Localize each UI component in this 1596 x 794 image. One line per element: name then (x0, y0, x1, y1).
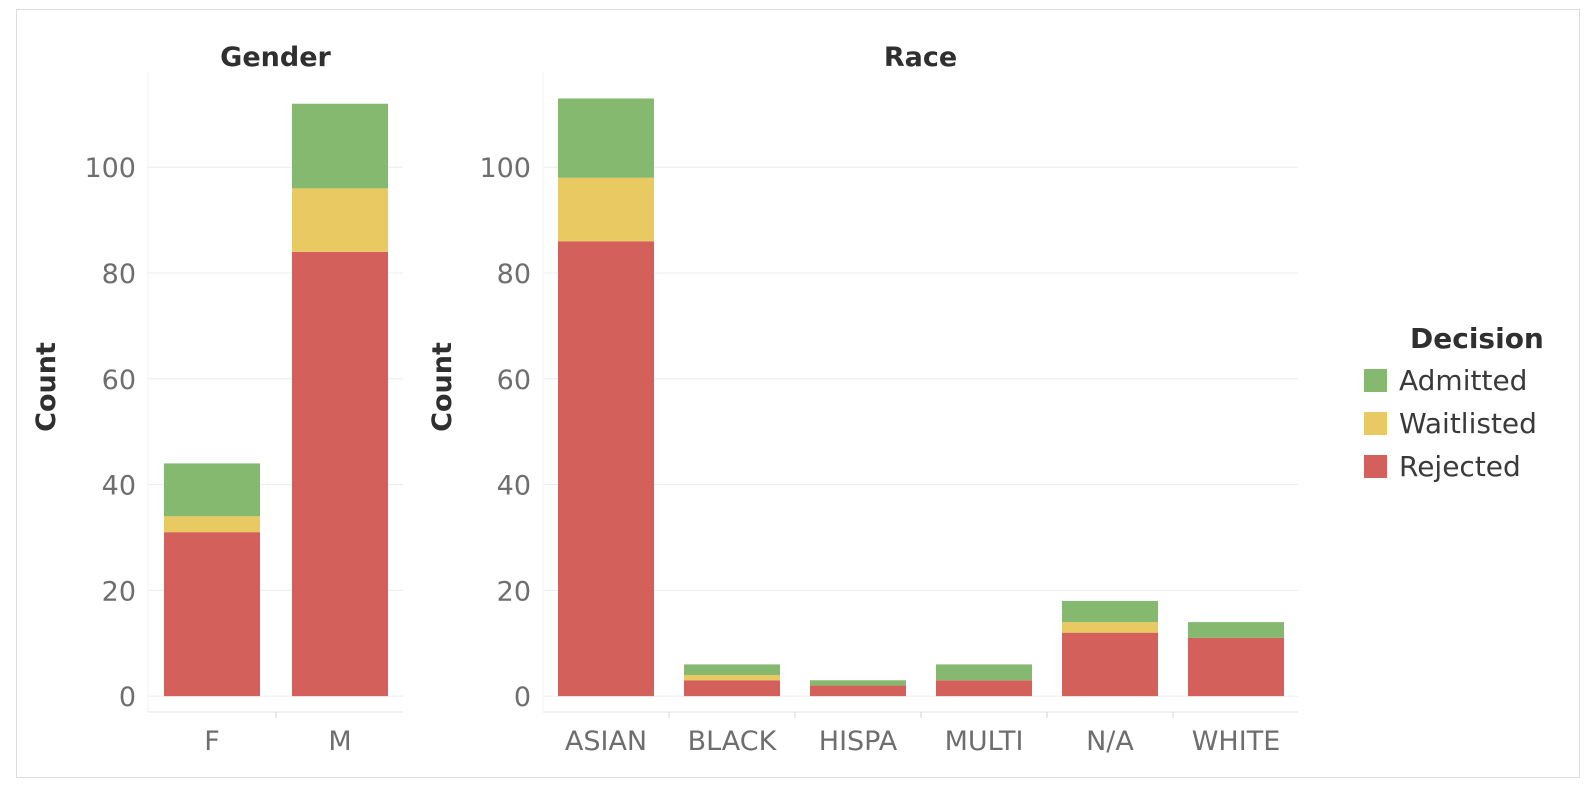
legend: Decision Admitted Waitlisted Rejected (1362, 322, 1544, 488)
x-tick-label: N/A (1086, 726, 1134, 757)
legend-swatch-admitted (1364, 369, 1387, 392)
y-tick-label: 0 (119, 682, 136, 713)
legend-swatch-rejected (1364, 455, 1387, 478)
y-tick-label: 40 (102, 471, 136, 502)
bar-segment-admitted (558, 98, 654, 178)
x-tick-label: MULTI (945, 726, 1024, 757)
panel-title: Gender (220, 42, 331, 73)
y-tick-label: 60 (497, 365, 531, 396)
legend-label-rejected: Rejected (1399, 450, 1521, 483)
y-axis-title: Count (31, 342, 62, 432)
x-tick-label: F (204, 726, 220, 757)
y-tick-label: 0 (514, 682, 531, 713)
chart-frame (16, 9, 1580, 778)
y-tick-label: 100 (479, 153, 531, 184)
x-tick-label: M (328, 726, 351, 757)
y-tick-label: 40 (497, 471, 531, 502)
bar-segment-rejected (292, 251, 388, 697)
legend-label-admitted: Admitted (1399, 364, 1528, 397)
bar-segment-rejected (1062, 632, 1158, 697)
bar-segment-rejected (936, 680, 1032, 697)
x-tick-label: WHITE (1192, 726, 1281, 757)
y-tick-label: 20 (102, 576, 136, 607)
bar-segment-waitlisted (164, 516, 260, 533)
y-axis-title: Count (427, 342, 458, 432)
bar-segment-rejected (684, 680, 780, 697)
bar-segment-waitlisted (292, 188, 388, 252)
panel-title: Race (884, 42, 957, 73)
bar-segment-waitlisted (684, 674, 780, 681)
legend-item-waitlisted: Waitlisted (1362, 402, 1544, 445)
x-tick-label: HISPA (819, 726, 898, 757)
y-tick-label: 60 (102, 365, 136, 396)
y-tick-label: 100 (84, 153, 136, 184)
legend-swatch-waitlisted (1364, 412, 1387, 435)
bar-segment-admitted (1188, 622, 1284, 638)
x-tick-label: ASIAN (565, 726, 647, 757)
bar-segment-rejected (810, 685, 906, 697)
bar-segment-admitted (684, 664, 780, 675)
bar-segment-rejected (1188, 637, 1284, 697)
bar-segment-admitted (810, 680, 906, 686)
x-tick-label: BLACK (688, 726, 778, 757)
bar-segment-admitted (1062, 600, 1158, 623)
legend-item-admitted: Admitted (1362, 359, 1544, 402)
legend-title: Decision (1410, 322, 1544, 355)
y-tick-label: 80 (102, 259, 136, 290)
y-tick-label: 80 (497, 259, 531, 290)
bar-segment-waitlisted (1062, 622, 1158, 633)
legend-label-waitlisted: Waitlisted (1399, 407, 1537, 440)
bar-segment-admitted (292, 103, 388, 189)
bar-segment-waitlisted (558, 177, 654, 242)
bar-segment-rejected (558, 241, 654, 697)
legend-item-rejected: Rejected (1362, 445, 1544, 488)
bar-segment-rejected (164, 532, 260, 697)
bar-segment-admitted (936, 664, 1032, 681)
y-tick-label: 20 (497, 576, 531, 607)
bar-segment-admitted (164, 463, 260, 517)
